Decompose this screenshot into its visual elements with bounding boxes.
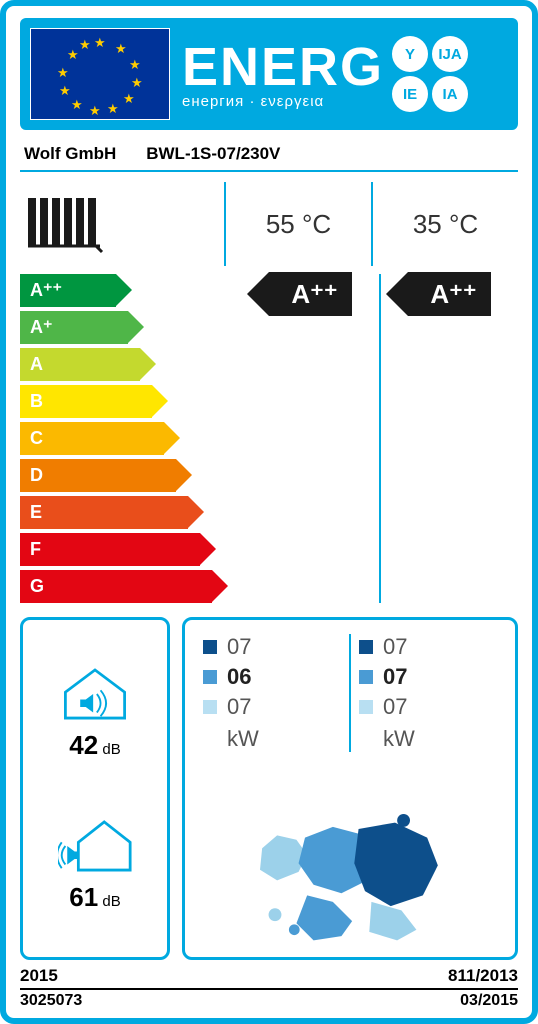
lang-badge: Y bbox=[392, 36, 428, 72]
header: ★ ★ ★ ★ ★ ★ ★ ★ ★ ★ ★ ★ ENERG енергия · … bbox=[20, 18, 518, 130]
lang-badge: IA bbox=[432, 76, 468, 112]
scale-class: D bbox=[20, 459, 176, 492]
climate-zone-icon bbox=[359, 670, 373, 684]
climate-zone-icon bbox=[203, 670, 217, 684]
europe-map-icon bbox=[195, 752, 505, 949]
lang-badge: IE bbox=[392, 76, 428, 112]
radiator-icon bbox=[24, 192, 104, 256]
climate-zone-icon bbox=[359, 700, 373, 714]
model: BWL-1S-07/230V bbox=[146, 144, 280, 164]
power-value: 07 bbox=[383, 664, 407, 690]
eu-flag-icon: ★ ★ ★ ★ ★ ★ ★ ★ ★ ★ ★ ★ bbox=[30, 28, 170, 120]
regulation-no: 811/2013 bbox=[448, 966, 518, 986]
power-box: 07 06 07 kW 07 07 07 kW bbox=[182, 617, 518, 960]
scale-class: A bbox=[20, 348, 140, 381]
power-row: 07 bbox=[203, 634, 341, 660]
scale-class: F bbox=[20, 533, 200, 566]
power-row: 07 bbox=[359, 634, 497, 660]
footer-row-1: 2015 811/2013 bbox=[20, 966, 518, 990]
energy-label: ★ ★ ★ ★ ★ ★ ★ ★ ★ ★ ★ ★ ENERG енергия · … bbox=[0, 0, 538, 1024]
manufacturer: Wolf GmbH bbox=[24, 144, 116, 164]
scale-class: G bbox=[20, 570, 212, 603]
scale-class: E bbox=[20, 496, 188, 529]
footer-row-2: 3025073 03/2015 bbox=[20, 992, 518, 1010]
scale-class: B bbox=[20, 385, 152, 418]
indoor-db-value: 42 bbox=[69, 730, 98, 760]
power-value: 07 bbox=[383, 694, 407, 720]
lang-badge: IJA bbox=[432, 36, 468, 72]
power-value: 07 bbox=[383, 634, 407, 660]
outdoor-sound-icon bbox=[58, 816, 132, 876]
energ-title: ENERG bbox=[182, 40, 384, 94]
energ-subtitle: енергия · ενεργεια bbox=[182, 94, 384, 109]
temp-low: 35 °C bbox=[371, 182, 518, 266]
power-high-col: 07 06 07 kW bbox=[195, 634, 349, 752]
power-row: 06 bbox=[203, 664, 341, 690]
kw-unit: kW bbox=[359, 726, 497, 752]
rating-high: A⁺⁺ bbox=[269, 272, 351, 316]
part-number: 3025073 bbox=[20, 992, 82, 1010]
scale-class: A⁺⁺ bbox=[20, 274, 116, 307]
lang-badges: Y IJA IE IA bbox=[392, 36, 468, 112]
db-unit: dB bbox=[102, 893, 120, 910]
rating-low: A⁺⁺ bbox=[408, 272, 490, 316]
temperature-row: 55 °C 35 °C bbox=[20, 182, 518, 266]
print-date: 03/2015 bbox=[460, 992, 518, 1010]
rating-low-col: A⁺⁺ bbox=[379, 274, 518, 603]
outdoor-db-value: 61 bbox=[69, 882, 98, 912]
efficiency-scale: A⁺⁺ A⁺ ABCDEFG bbox=[20, 274, 220, 603]
climate-zone-icon bbox=[203, 700, 217, 714]
kw-unit: kW bbox=[203, 726, 341, 752]
bottom-row: 42 dB 61 dB 07 06 07 kW 07 07 07 kW bbox=[20, 617, 518, 960]
db-unit: dB bbox=[102, 741, 120, 758]
outdoor-sound: 61 dB bbox=[58, 816, 132, 913]
power-row: 07 bbox=[359, 694, 497, 720]
energ-logo: ENERG енергия · ενεργεια Y IJA IE IA bbox=[182, 36, 508, 112]
power-row: 07 bbox=[359, 664, 497, 690]
indoor-sound: 42 dB bbox=[58, 664, 132, 761]
power-value: 07 bbox=[227, 694, 251, 720]
climate-zone-icon bbox=[203, 640, 217, 654]
temp-high: 55 °C bbox=[226, 182, 371, 266]
efficiency-area: A⁺⁺ A⁺ ABCDEFG A⁺⁺ A⁺⁺ bbox=[20, 274, 518, 603]
climate-zone-icon bbox=[359, 640, 373, 654]
scale-class: A⁺ bbox=[20, 311, 128, 344]
sound-box: 42 dB 61 dB bbox=[20, 617, 170, 960]
power-value: 06 bbox=[227, 664, 251, 690]
power-low-col: 07 07 07 kW bbox=[349, 634, 505, 752]
identity-row: Wolf GmbH BWL-1S-07/230V bbox=[20, 144, 518, 172]
indoor-sound-icon bbox=[58, 664, 132, 724]
rating-high-col: A⁺⁺ bbox=[242, 274, 379, 603]
label-year: 2015 bbox=[20, 966, 58, 986]
scale-class: C bbox=[20, 422, 164, 455]
power-row: 07 bbox=[203, 694, 341, 720]
power-value: 07 bbox=[227, 634, 251, 660]
